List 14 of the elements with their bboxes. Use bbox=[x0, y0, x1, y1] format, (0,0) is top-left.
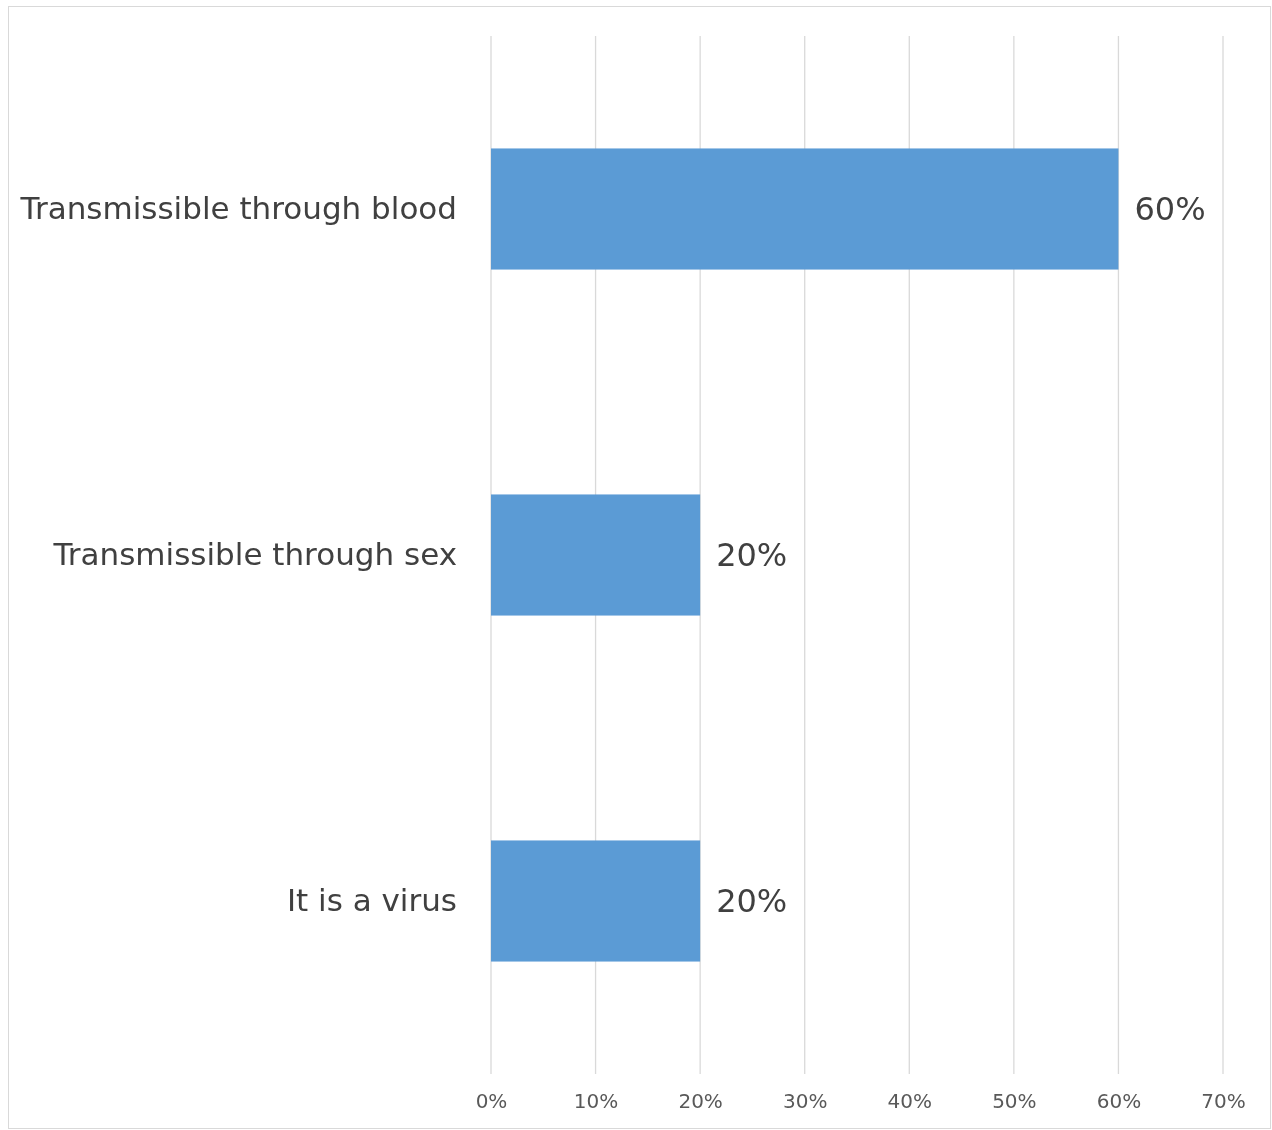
x-tick-label: 10% bbox=[573, 1089, 619, 1114]
x-tick-label: 60% bbox=[1096, 1089, 1142, 1114]
x-tick-label: 30% bbox=[782, 1089, 828, 1114]
x-tick-label: 0% bbox=[475, 1089, 508, 1114]
y-tick-label: Transmissible through sex bbox=[52, 535, 457, 572]
data-label: 60% bbox=[1134, 190, 1206, 229]
x-tick-label: 40% bbox=[887, 1089, 933, 1114]
y-tick-label: Transmissible through blood bbox=[19, 189, 457, 226]
y-tick-label: It is a virus bbox=[286, 881, 457, 918]
x-tick-label: 20% bbox=[678, 1089, 723, 1114]
data-label: 20% bbox=[716, 882, 788, 921]
x-tick-label: 70% bbox=[1201, 1089, 1246, 1114]
data-label: 20% bbox=[716, 536, 788, 575]
x-tick-label: 50% bbox=[992, 1089, 1037, 1114]
